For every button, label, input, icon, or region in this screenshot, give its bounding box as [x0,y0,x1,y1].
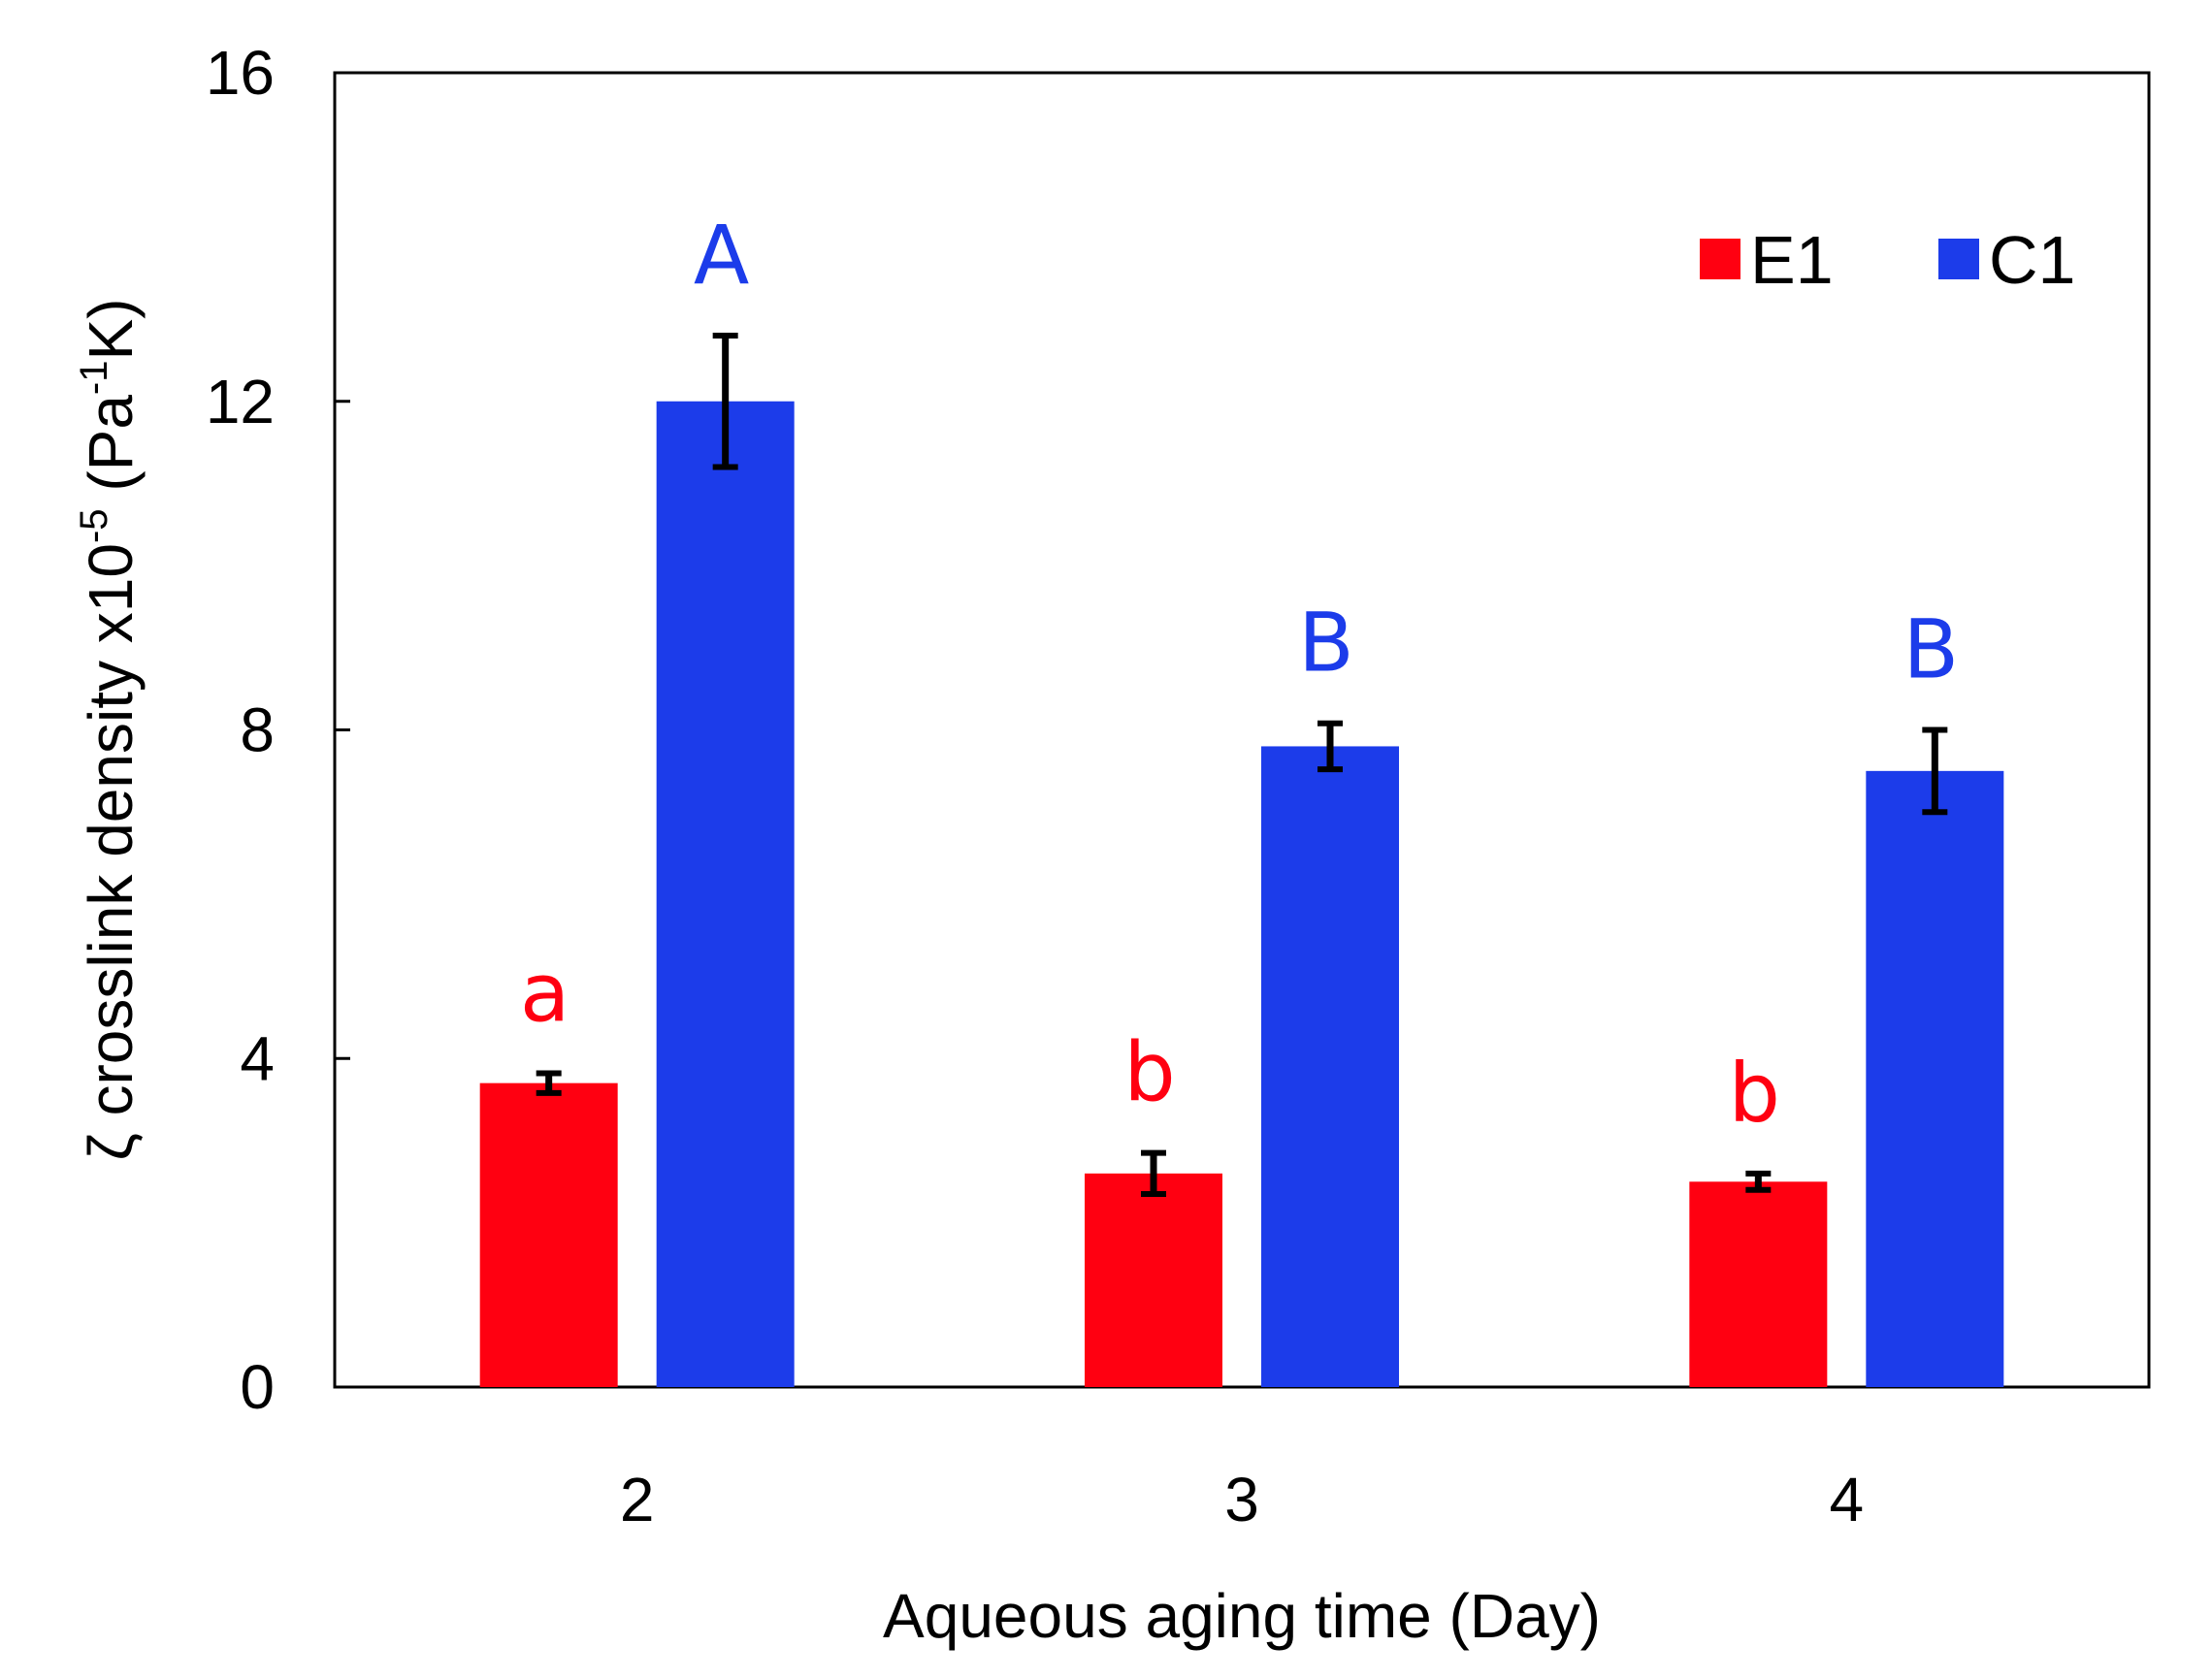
y-tick-label: 12 [206,367,275,436]
bar-c1 [1261,746,1399,1387]
y-tick-label: 8 [240,695,275,765]
x-tick-label: 3 [1224,1465,1259,1534]
y-axis-title: ζ crosslink density x10-5 (Pa-1K) [73,299,146,1161]
significance-label: B [1298,596,1354,691]
legend-swatch-e1 [1700,239,1740,279]
x-axis-title: Aqueous aging time (Day) [883,1581,1601,1651]
y-axis-title-mid: (Pa [76,395,146,509]
x-tick-label: 2 [620,1465,655,1534]
bar-e1 [1689,1181,1828,1387]
y-axis-title-suffix: K) [76,299,146,361]
significance-label: b [1123,1025,1175,1120]
significance-label: B [1903,602,1960,697]
bar-c1 [1866,770,2004,1387]
y-tick-label: 0 [240,1352,275,1422]
y-tick-label: 16 [206,38,275,108]
y-tick-label: 4 [240,1023,275,1093]
y-axis-title-exp1: -5 [73,508,115,543]
y-axis-title-exp2: -1 [73,361,115,396]
x-tick-label: 4 [1830,1465,1865,1534]
legend-label-c1: C1 [1989,222,2075,298]
bar-c1 [656,401,795,1387]
legend-swatch-c1 [1938,239,1979,279]
significance-label: b [1729,1046,1780,1141]
significance-label: a [520,945,569,1040]
bar-e1 [1085,1173,1222,1387]
y-axis-title-main: ζ crosslink density x10 [76,543,146,1160]
bar-e1 [479,1082,618,1387]
legend-label-e1: E1 [1750,222,1834,298]
significance-label: A [694,208,749,303]
